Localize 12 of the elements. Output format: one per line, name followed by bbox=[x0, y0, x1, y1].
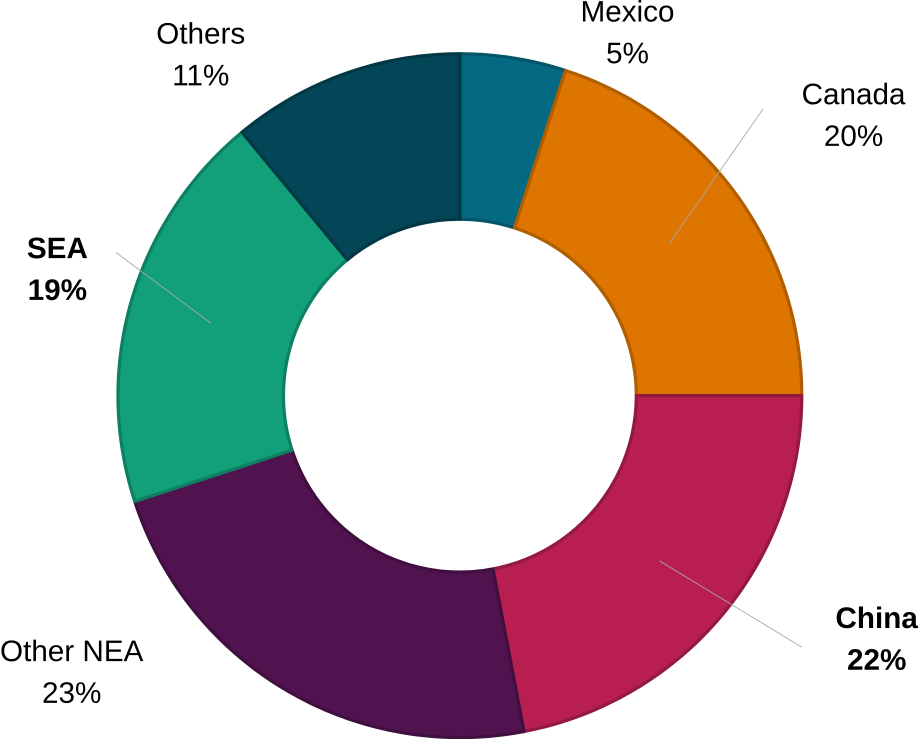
slice-label: Canada bbox=[803, 82, 906, 104]
data-label: 23% bbox=[44, 682, 100, 704]
slice-label: Others bbox=[158, 22, 244, 44]
slice-label: SEA bbox=[28, 237, 88, 258]
slice-label: China bbox=[836, 606, 918, 628]
data-label: 22% bbox=[848, 648, 906, 670]
data-label: 19% bbox=[30, 279, 86, 300]
slice-label: Other NEA bbox=[1, 639, 144, 662]
data-label: 20% bbox=[825, 125, 882, 146]
slice-label: Mexico bbox=[582, 0, 674, 22]
data-label: 5% bbox=[607, 42, 648, 64]
data-label: 11% bbox=[174, 64, 228, 86]
